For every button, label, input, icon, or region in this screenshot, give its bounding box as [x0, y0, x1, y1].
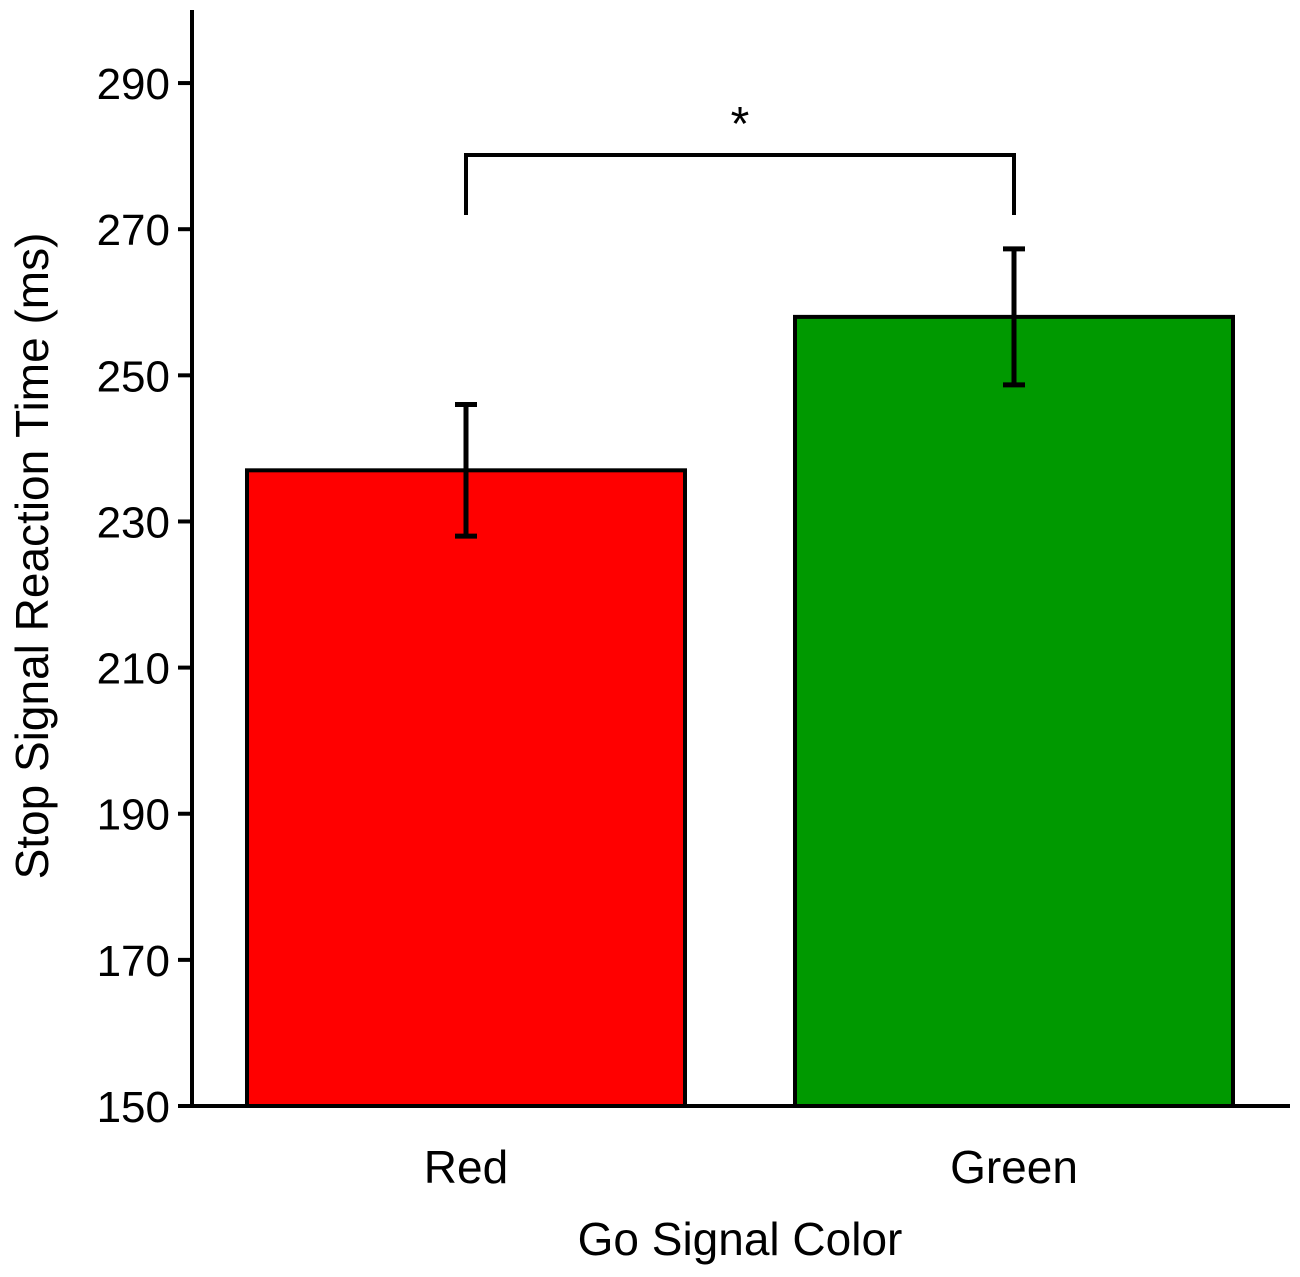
x-axis-categories: Red Green: [424, 1141, 1078, 1193]
y-tick-label: 210: [97, 645, 170, 694]
significance-bracket: *: [464, 98, 1016, 215]
y-tick-label: 190: [97, 791, 170, 840]
significance-marker: *: [731, 98, 750, 151]
y-tick-label: 170: [97, 937, 170, 986]
bar-red: [245, 468, 687, 1108]
y-tick-label: 230: [97, 498, 170, 547]
significance-bracket-line: [464, 153, 1016, 215]
y-tick-label: 290: [97, 60, 170, 109]
y-tick-label: 250: [97, 352, 170, 401]
plot-area: [245, 246, 1235, 1108]
x-category-label-red: Red: [424, 1141, 508, 1193]
y-tick-label: 270: [97, 206, 170, 255]
y-axis-ticks: 150 170 190 210 230 250 270 290: [97, 60, 192, 1132]
y-axis-title: Stop Signal Reaction Time (ms): [6, 233, 58, 880]
y-tick-label: 150: [97, 1083, 170, 1132]
x-axis-title: Go Signal Color: [578, 1213, 903, 1265]
x-category-label-green: Green: [950, 1141, 1078, 1193]
bar-green: [793, 314, 1235, 1108]
